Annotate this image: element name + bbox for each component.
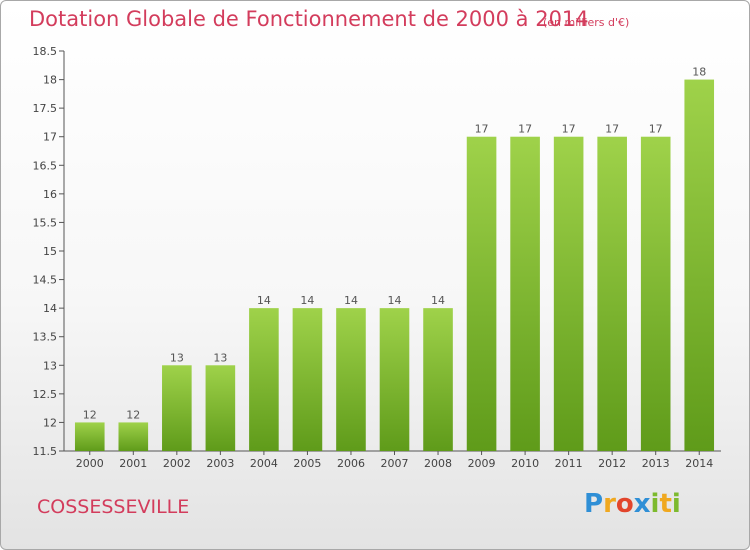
x-tick-label: 2013 bbox=[642, 457, 670, 470]
bar bbox=[684, 79, 715, 452]
y-tick-label: 15 bbox=[43, 245, 57, 258]
y-tick-label: 17.5 bbox=[33, 102, 58, 115]
data-label: 14 bbox=[388, 294, 402, 307]
bar bbox=[553, 136, 584, 451]
bar bbox=[510, 136, 540, 451]
x-tick-label: 2003 bbox=[206, 457, 234, 470]
data-label: 12 bbox=[126, 408, 140, 421]
x-tick-label: 2007 bbox=[381, 457, 409, 470]
chart-unit-label: (en milliers d'€) bbox=[543, 16, 630, 29]
y-tick-label: 14.5 bbox=[33, 274, 58, 287]
x-tick-label: 2011 bbox=[555, 457, 583, 470]
y-tick-label: 13.5 bbox=[33, 331, 58, 344]
x-tick-label: 2002 bbox=[163, 457, 191, 470]
x-tick-label: 2014 bbox=[685, 457, 713, 470]
bars: 12 12 13 13 14 14 14 14 14 17 17 17 17 17 18 bbox=[74, 66, 715, 452]
data-label: 13 bbox=[213, 351, 227, 364]
bar bbox=[597, 136, 627, 451]
x-tick-label: 2010 bbox=[511, 457, 539, 470]
logo-letter: t bbox=[659, 489, 672, 519]
x-tick-label: 2012 bbox=[598, 457, 626, 470]
y-tick-label: 16.5 bbox=[33, 159, 58, 172]
logo-letter: i bbox=[650, 489, 660, 519]
y-tick-label: 12 bbox=[43, 416, 57, 429]
data-label: 17 bbox=[562, 123, 576, 136]
x-tick-label: 2009 bbox=[468, 457, 496, 470]
x-tick-label: 2005 bbox=[293, 457, 321, 470]
x-axis: 2000 2001 2002 2003 2004 2005 2006 2007 2008 2009… bbox=[64, 450, 721, 470]
data-label: 12 bbox=[83, 408, 97, 421]
data-label: 18 bbox=[692, 66, 706, 79]
x-tick-label: 2006 bbox=[337, 457, 365, 470]
logo-letter: x bbox=[633, 489, 651, 519]
data-label: 14 bbox=[344, 294, 358, 307]
data-label: 14 bbox=[300, 294, 314, 307]
commune-name: COSSESSEVILLE bbox=[37, 496, 190, 518]
x-tick-label: 2000 bbox=[76, 457, 104, 470]
bar bbox=[423, 308, 453, 451]
bar bbox=[249, 308, 279, 451]
logo-letter: P bbox=[584, 489, 604, 519]
bar bbox=[336, 308, 366, 451]
data-label: 13 bbox=[170, 351, 184, 364]
data-label: 17 bbox=[605, 123, 619, 136]
data-label: 17 bbox=[518, 123, 532, 136]
bar-chart: 11.5 12 12.5 13 13.5 14 14.5 15 15.5 16 16.5 17 17.5… bbox=[33, 45, 721, 470]
bar bbox=[292, 308, 323, 451]
logo-letter: i bbox=[671, 489, 681, 519]
bar bbox=[379, 308, 410, 451]
bar bbox=[466, 136, 497, 451]
data-label: 14 bbox=[257, 294, 271, 307]
logo-letter: r bbox=[603, 489, 616, 519]
bar bbox=[118, 422, 149, 451]
proxiti-logo: Proxiti bbox=[584, 489, 681, 519]
y-tick-label: 18 bbox=[43, 74, 57, 87]
data-label: 14 bbox=[431, 294, 445, 307]
x-tick-label: 2004 bbox=[250, 457, 278, 470]
y-tick-label: 14 bbox=[43, 302, 57, 315]
y-tick-label: 16 bbox=[43, 188, 57, 201]
data-label: 17 bbox=[475, 123, 489, 136]
y-tick-label: 11.5 bbox=[33, 445, 58, 458]
y-tick-label: 12.5 bbox=[33, 388, 58, 401]
data-label: 17 bbox=[649, 123, 663, 136]
bar bbox=[640, 136, 671, 451]
y-tick-label: 17 bbox=[43, 131, 57, 144]
y-tick-label: 18.5 bbox=[33, 45, 58, 58]
x-tick-label: 2008 bbox=[424, 457, 452, 470]
y-tick-label: 13 bbox=[43, 359, 57, 372]
logo-letter: o bbox=[615, 489, 634, 519]
y-axis: 11.5 12 12.5 13 13.5 14 14.5 15 15.5 16 16.5 17 17.5… bbox=[33, 45, 65, 458]
y-tick-label: 15.5 bbox=[33, 216, 58, 229]
bar bbox=[74, 422, 105, 451]
chart-title: Dotation Globale de Fonctionnement de 20… bbox=[29, 7, 589, 31]
bar bbox=[162, 365, 192, 451]
x-tick-label: 2001 bbox=[119, 457, 147, 470]
bar bbox=[205, 365, 236, 451]
